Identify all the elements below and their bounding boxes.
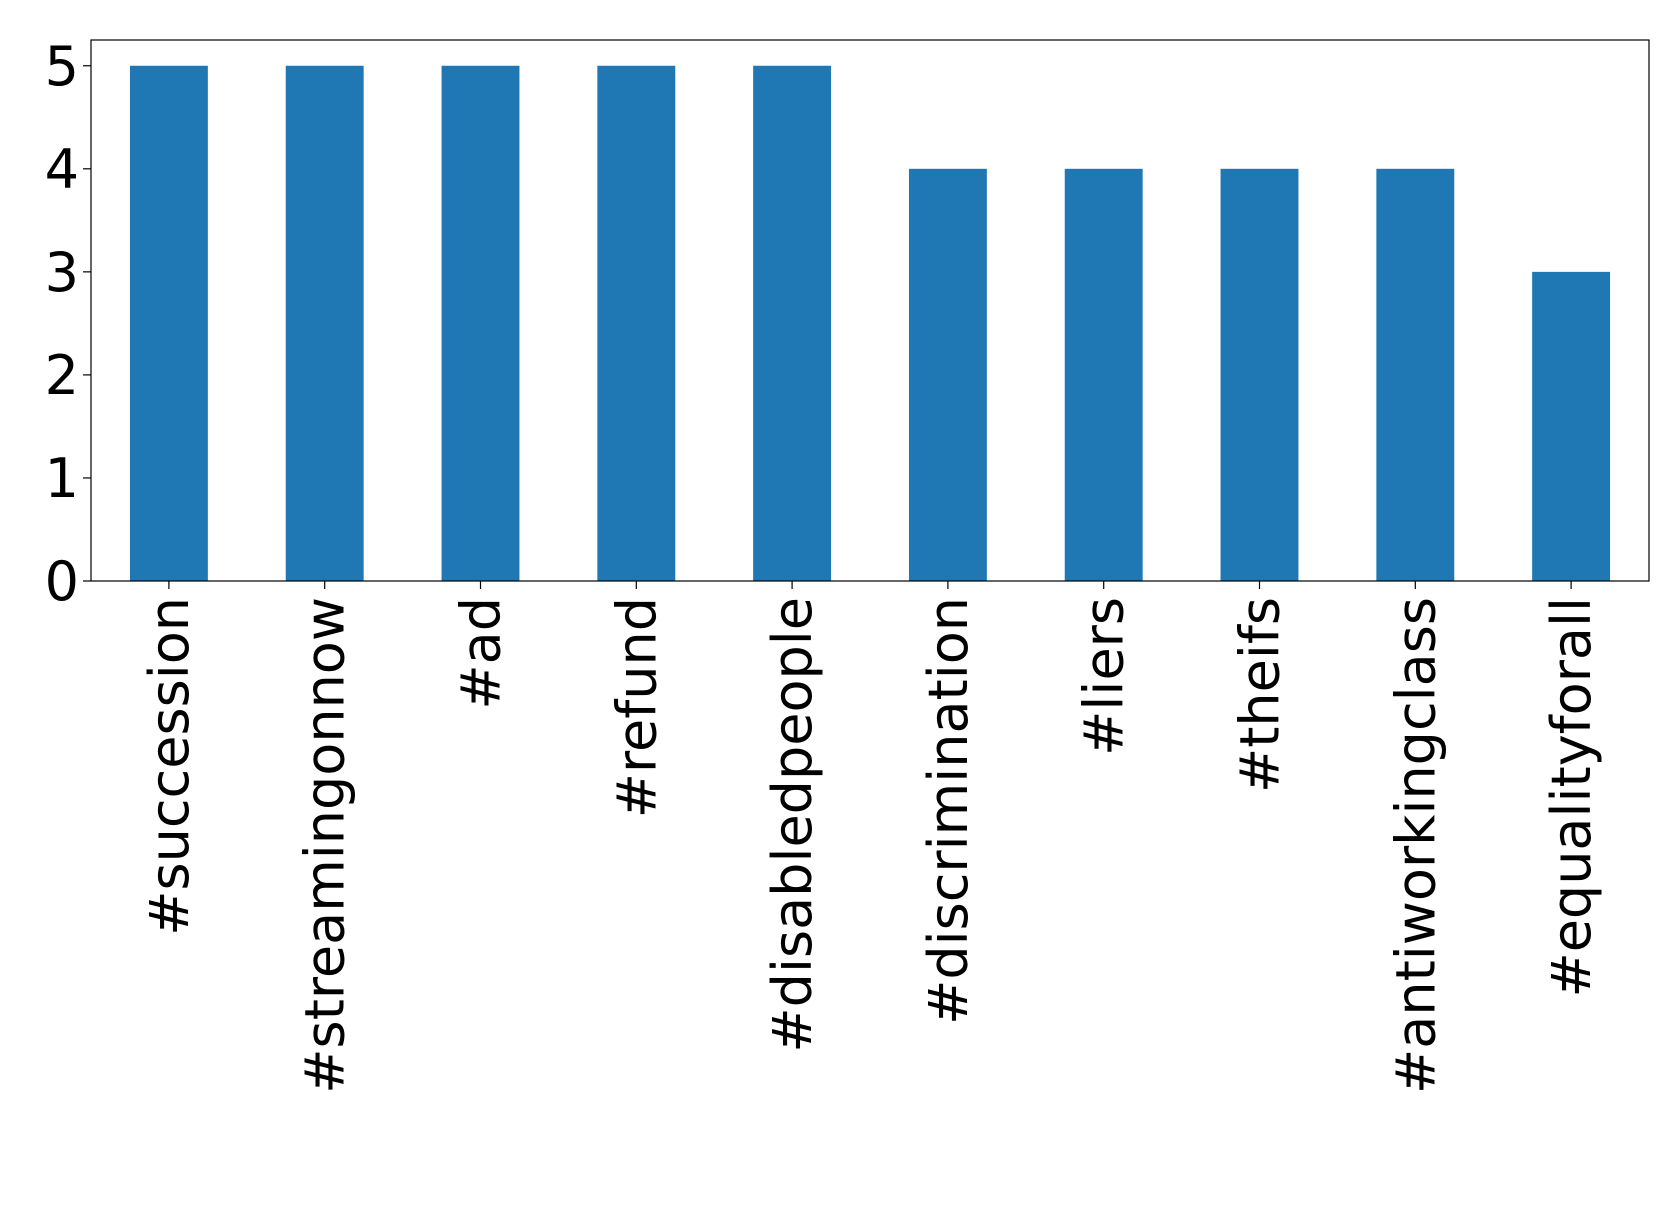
bar (285, 65, 364, 581)
x-tick-label: #theifs (1229, 597, 1292, 793)
bar (441, 65, 520, 581)
x-tick-label: #liers (1073, 597, 1136, 756)
bar (1064, 168, 1143, 582)
plot-frame (90, 39, 1650, 582)
y-tick-label: 4 (45, 138, 79, 201)
y-tick-label: 0 (45, 550, 79, 613)
x-tick-label: #disabledpeople (761, 597, 824, 1053)
x-tick-label: #succession (138, 597, 201, 936)
x-tick-label: #antiworkingclass (1384, 597, 1447, 1094)
y-tick-label: 3 (45, 241, 79, 304)
x-tick-label: #refund (605, 597, 668, 818)
y-tick-label: 2 (45, 344, 79, 407)
bar (1376, 168, 1455, 582)
bar (1220, 168, 1299, 582)
y-tick-label: 1 (45, 447, 79, 510)
bar (908, 168, 987, 582)
bar (129, 65, 208, 581)
x-tick-label: #discrimination (917, 597, 980, 1025)
bar (597, 65, 676, 581)
x-tick-label: #ad (450, 597, 513, 710)
bar (1532, 271, 1611, 581)
x-tick-label: #equalityforall (1540, 597, 1603, 998)
bar (753, 65, 832, 581)
x-tick-label: #streamingonnow (294, 597, 357, 1094)
y-tick-label: 5 (45, 35, 79, 98)
